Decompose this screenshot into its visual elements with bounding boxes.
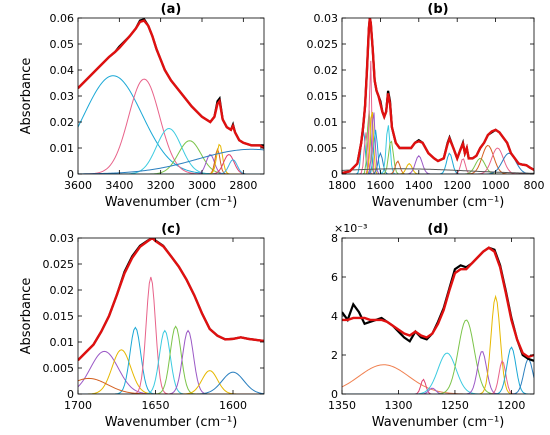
x-axis-label: Wavenumber (cm⁻¹) [372,195,505,210]
component-curve [342,112,534,174]
y-tick-label: 8 [331,232,338,245]
y-tick-label: 0.03 [50,90,75,103]
panel-plot-area [342,246,534,394]
x-tick-label: 1000 [482,179,510,192]
component-curve [342,364,534,394]
component-curve [78,371,264,394]
y-tick-label: 0.005 [307,142,339,155]
x-axis-label: Wavenumber (cm⁻¹) [372,415,505,430]
component-curve [342,111,534,174]
y-tick-label: 4 [331,310,338,323]
panel-d: 1350 1300 1250 1200 0 2 4 6 8 (d) Wavenumber (cm⁻¹… [328,222,535,430]
y-tick-label: 0.005 [43,362,75,375]
component-curve [78,325,264,394]
component-curve [78,148,264,174]
component-curve [342,387,534,394]
y-axis-label: Absorbance [19,278,34,355]
measured-spectrum [78,18,264,147]
x-tick-label: 3600 [64,179,92,192]
component-curve [78,350,264,394]
x-tick-label: 1250 [441,399,469,412]
component-curve [342,147,534,174]
y-tick-label: 0.015 [43,310,75,323]
x-tick-label: 1400 [405,179,433,192]
x-tick-label: 1650 [142,399,170,412]
x-tick-label: 1200 [443,179,471,192]
y-tick-label: 0.02 [50,284,75,297]
component-curve [342,168,534,174]
x-axis-label: Wavenumber (cm⁻¹) [105,195,238,210]
axes-frame [77,237,265,395]
x-tick-label: 1300 [384,399,412,412]
x-tick-label: 1200 [497,399,525,412]
fit-spectrum [78,19,264,150]
x-tick-label: 1600 [366,179,394,192]
fit-spectrum [342,18,534,174]
component-curve [342,294,534,394]
y-tick-label: 0.03 [314,12,339,25]
component-curve [78,78,264,174]
y-tick-label: 0.01 [314,116,339,129]
panel-a: 3600 3400 3200 3000 2800 0 0.01 0.02 0.03 0.04 0.0… [19,2,265,210]
component-curve [342,360,534,394]
panel-b: 1800 1600 1400 1200 1000 800 0 0.005 0.01 0.015 0.… [307,2,545,210]
component-curve [78,276,264,394]
y-tick-label: 0 [67,168,74,181]
fit-spectrum [342,246,534,359]
component-curve [78,75,264,174]
x-tick-label: 2800 [229,179,257,192]
component-curve [78,159,264,174]
y-tick-label: 0 [331,168,338,181]
x-tick-label: 1800 [328,179,356,192]
component-curve [78,377,264,394]
component-curve [342,152,534,174]
y-tick-label: 0.02 [50,116,75,129]
component-curve [78,349,264,394]
y-tick-label: 0.03 [50,232,75,245]
y-tick-label: 0.06 [50,12,75,25]
panel-plot-area [78,238,264,394]
y-tick-label: 6 [331,271,338,284]
fit-spectrum [78,238,264,362]
component-curve [342,129,534,174]
panel-title: (b) [427,2,448,17]
x-tick-label: 3200 [147,179,175,192]
y-tick-label: 0.04 [50,64,75,77]
y-tick-label: 0.02 [314,64,339,77]
panel-title: (d) [427,222,448,237]
panel-plot-area [78,18,264,174]
x-tick-label: 1350 [328,399,356,412]
y-axis-label: Absorbance [19,58,34,135]
x-tick-label: 800 [524,179,545,192]
y-tick-label: 0.01 [50,142,75,155]
y-tick-label: 0.01 [50,336,75,349]
y-tick-label: 0 [331,388,338,401]
component-curve [78,128,264,174]
y-tick-label: 2 [331,349,338,362]
y-tick-label: 0.05 [50,38,75,51]
x-tick-label: 1700 [64,399,92,412]
x-tick-label: 1600 [219,399,247,412]
x-tick-label: 3000 [188,179,216,192]
component-curve [78,329,264,394]
y-tick-label: 0.015 [307,90,339,103]
x-tick-label: 3400 [105,179,133,192]
x-axis-label: Wavenumber (cm⁻¹) [105,415,238,430]
measured-spectrum [342,246,534,362]
y-tick-label: 0.025 [43,258,75,271]
component-curve [342,346,534,394]
panel-plot-area [342,18,534,174]
panel-title: (a) [161,2,182,17]
component-curve [342,352,534,394]
panel-title: (c) [161,222,181,237]
panel-c: 1700 1650 1600 0 0.005 0.01 0.015 0.02 0.025 0.03… [19,222,265,430]
y-tick-label: 0 [67,388,74,401]
y-axis-multiplier: ×10⁻³ [334,222,367,235]
y-tick-label: 0.025 [307,38,339,51]
